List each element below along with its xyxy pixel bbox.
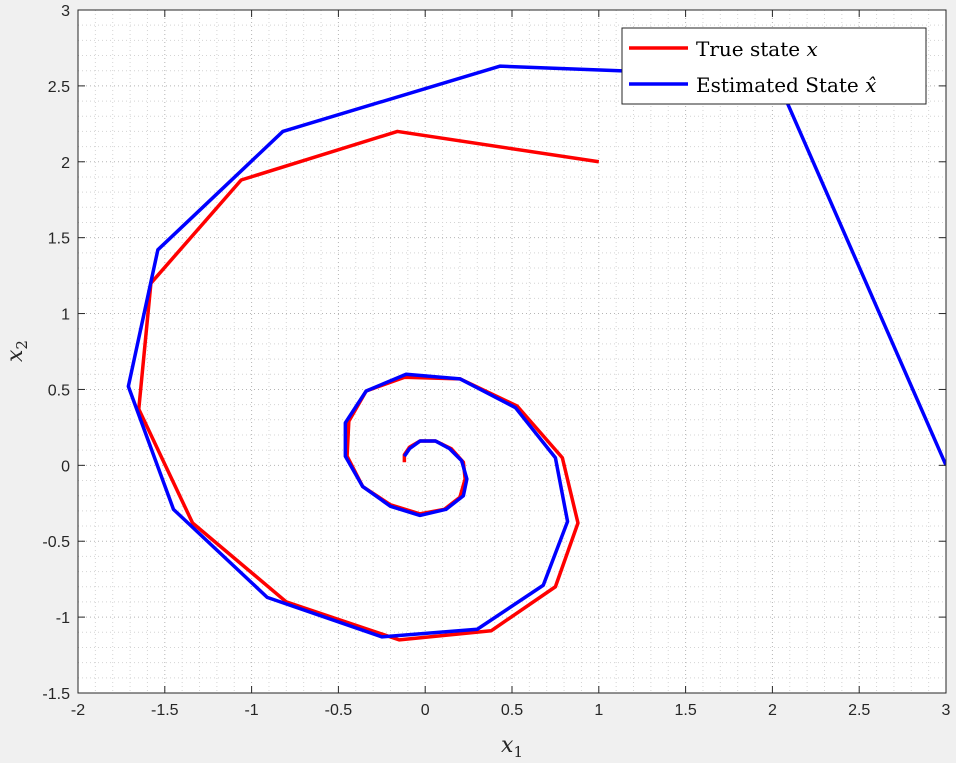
y-tick-label: 1.5 <box>48 231 70 248</box>
x-tick-label: 1.5 <box>674 702 696 719</box>
x-tick-label: 1 <box>594 702 603 719</box>
y-tick-label: 0 <box>61 458 70 475</box>
y-tick-label: 0.5 <box>48 382 70 399</box>
x-tick-label: -1 <box>244 702 258 719</box>
legend-label-true-state: True state x <box>696 37 818 61</box>
x-tick-label: 0.5 <box>501 702 523 719</box>
plot-area <box>78 10 946 693</box>
x-axis-label: x1 <box>501 733 523 761</box>
y-tick-label: -0.5 <box>42 534 70 551</box>
y-axis-label: x2 <box>3 340 31 362</box>
y-tick-label: 3 <box>61 3 70 20</box>
y-tick-label: 2.5 <box>48 79 70 96</box>
x-tick-label: 0 <box>421 702 430 719</box>
x-tick-label: -2 <box>71 702 85 719</box>
legend-label-estimated-state: Estimated State x̂ <box>696 73 876 97</box>
series-line-estimated-state <box>126 64 946 639</box>
x-tick-label: -0.5 <box>325 702 353 719</box>
y-tick-label: -1.5 <box>42 686 70 703</box>
y-axis-label-group: x2 <box>3 340 31 362</box>
y-tick-label: 2 <box>61 155 70 172</box>
ticks: -2 -1.5 -1 -0.5 0 0.5 1 1.5 2 2.5 3-1.5-1-0.500.51… <box>42 3 950 719</box>
x-tick-label: -1.5 <box>151 702 179 719</box>
legend: True state x Estimated State x̂ <box>621 27 927 105</box>
legend-box <box>621 27 927 105</box>
series-layer <box>126 64 946 642</box>
x-tick-label: 3 <box>942 702 951 719</box>
x-tick-label: 2.5 <box>848 702 870 719</box>
x-tick-label: 2 <box>768 702 777 719</box>
y-tick-label: 1 <box>61 307 70 324</box>
y-tick-label: -1 <box>56 610 70 627</box>
grid <box>77 9 947 694</box>
